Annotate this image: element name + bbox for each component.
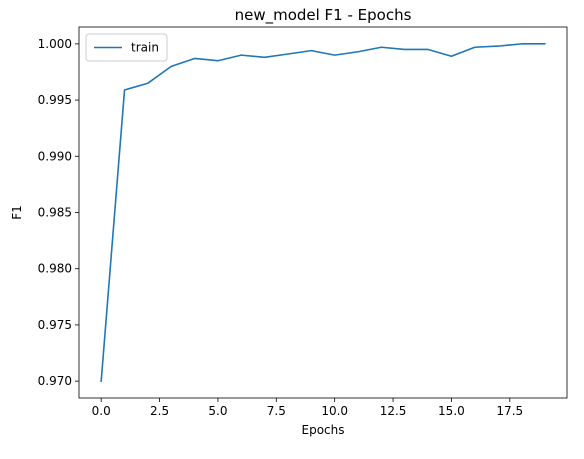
legend-label-train: train	[131, 41, 159, 55]
chart-title: new_model F1 - Epochs	[235, 6, 412, 25]
x-tick-label: 7.5	[267, 404, 286, 418]
y-tick-label: 0.985	[38, 206, 72, 220]
x-tick-label: 15.0	[438, 404, 465, 418]
y-tick-label: 0.995	[38, 93, 72, 107]
legend: train	[85, 33, 168, 62]
x-tick-label: 10.0	[321, 404, 348, 418]
x-tick-label: 12.5	[380, 404, 407, 418]
series-line-train	[100, 43, 546, 383]
y-tick-label: 0.980	[38, 262, 72, 276]
y-tick-label: 0.990	[38, 149, 72, 163]
x-axis-label: Epochs	[302, 423, 345, 437]
y-tick-label: 0.975	[38, 318, 72, 332]
x-tick-label: 5.0	[208, 404, 227, 418]
plot-area: 0.0 2.5 5.0 7.5 10.0 12.5 15.0 17.5 0.970 0.975 0.…	[38, 26, 568, 418]
x-tick-label: 0.0	[92, 404, 111, 418]
x-tick-label: 17.5	[496, 404, 523, 418]
legend-box	[85, 33, 168, 62]
x-tick-label: 2.5	[150, 404, 169, 418]
y-axis-label: F1	[10, 205, 24, 220]
y-tick-label: 0.970	[38, 374, 72, 388]
y-tick-label: 1.000	[38, 37, 72, 51]
